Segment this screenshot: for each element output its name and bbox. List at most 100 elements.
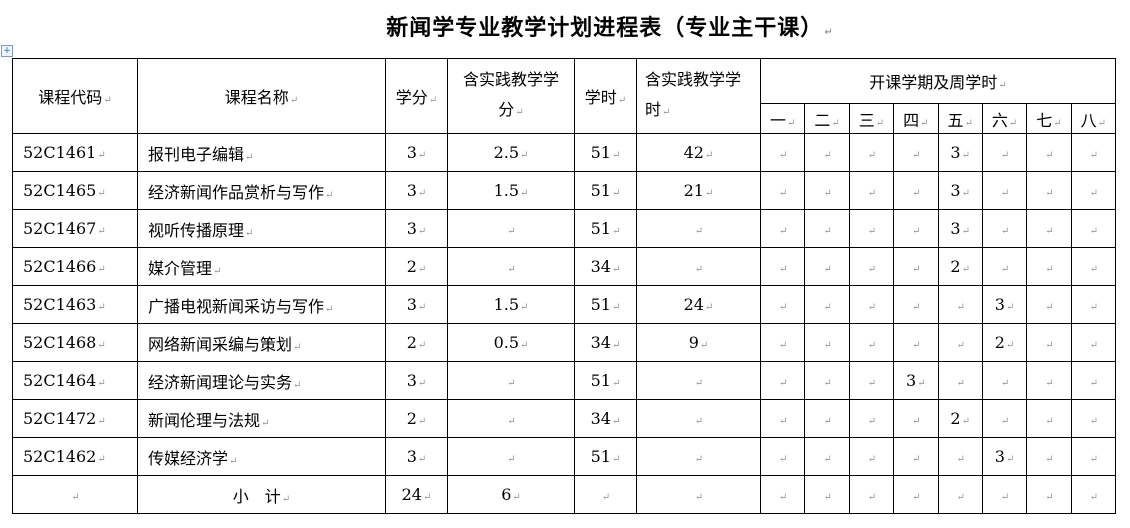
semester-hours-3	[848, 361, 895, 400]
semester-hours-5: 3	[937, 133, 983, 172]
course-code: 52C1464	[12, 361, 138, 400]
teaching-plan-table: 课程代码 课程名称 学分 含实践教学学分 学时 含实践教学学时 开课学期及周学时…	[12, 58, 1117, 514]
semester-hours-3	[848, 323, 895, 362]
practice-credits: 2.5	[447, 133, 575, 172]
semester-hours-3	[848, 133, 895, 172]
semester-hours-8	[1070, 285, 1117, 324]
semester-hours-2	[804, 285, 850, 324]
semester-hours-6	[981, 399, 1028, 438]
course-code: 52C1462	[12, 437, 138, 476]
subtotal-semester-2	[804, 475, 850, 514]
practice-credits	[447, 209, 575, 248]
semester-hours-3	[848, 171, 895, 210]
header-name: 课程名称	[137, 58, 386, 134]
subtotal-semester-3	[848, 475, 895, 514]
course-code: 52C1461	[12, 133, 138, 172]
course-name: 视听传播原理	[137, 209, 386, 248]
semester-hours-3	[848, 285, 895, 324]
practice-credits: 1.5	[447, 285, 575, 324]
hours: 51	[574, 171, 637, 210]
table-row: 52C1467视听传播原理3513	[12, 209, 1117, 248]
course-code: 52C1467	[12, 209, 138, 248]
header-credits: 学分	[385, 58, 448, 134]
header-semester-6: 六	[981, 103, 1028, 134]
semester-hours-4	[893, 209, 939, 248]
hours: 34	[574, 247, 637, 286]
semester-hours-2	[804, 323, 850, 362]
header-semester-group: 开课学期及周学时	[760, 58, 1116, 104]
credits: 2	[385, 323, 448, 362]
practice-hours: 21	[636, 171, 761, 210]
practice-credits: 1.5	[447, 171, 575, 210]
subtotal-hours	[574, 475, 637, 514]
credits: 2	[385, 399, 448, 438]
subtotal-semester-1	[759, 475, 806, 514]
course-code: 52C1463	[12, 285, 138, 324]
document-title: 新闻学专业教学计划进程表（专业主干课）	[0, 10, 1130, 42]
semester-hours-2	[804, 133, 850, 172]
practice-hours	[636, 209, 761, 248]
semester-hours-8	[1070, 323, 1117, 362]
subtotal-semester-5	[937, 475, 983, 514]
hours: 34	[574, 399, 637, 438]
semester-hours-5	[937, 285, 983, 324]
semester-hours-1	[759, 171, 806, 210]
hours: 51	[574, 285, 637, 324]
credits: 2	[385, 247, 448, 286]
semester-hours-3	[848, 247, 895, 286]
semester-hours-4	[893, 437, 939, 476]
course-name: 报刊电子编辑	[137, 133, 386, 172]
course-name: 经济新闻作品赏析与写作	[137, 171, 386, 210]
table-row: 52C1462传媒经济学3513	[12, 437, 1117, 476]
semester-hours-8	[1070, 133, 1117, 172]
subtotal-semester-4	[893, 475, 939, 514]
semester-hours-6	[981, 247, 1028, 286]
header-practice-hours: 含实践教学学时	[636, 58, 761, 134]
subtotal-row: 小 计246	[12, 475, 1117, 514]
practice-credits	[447, 437, 575, 476]
hours: 51	[574, 437, 637, 476]
header-semester-7: 七	[1026, 103, 1072, 134]
table-row: 52C1464经济新闻理论与实务3513	[12, 361, 1117, 400]
semester-hours-5	[937, 323, 983, 362]
semester-hours-8	[1070, 437, 1117, 476]
practice-hours	[636, 361, 761, 400]
semester-hours-2	[804, 437, 850, 476]
semester-hours-1	[759, 209, 806, 248]
semester-hours-7	[1026, 285, 1072, 324]
table-row: 52C1461报刊电子编辑32.551423	[12, 133, 1117, 172]
header-code: 课程代码	[12, 58, 138, 134]
subtotal-practice-hours	[636, 475, 761, 514]
practice-hours	[636, 437, 761, 476]
semester-hours-8	[1070, 247, 1117, 286]
header-practice-credits: 含实践教学学分	[447, 58, 575, 134]
semester-hours-4	[893, 247, 939, 286]
semester-hours-5: 2	[937, 399, 983, 438]
table-row: 52C1465经济新闻作品赏析与写作31.551213	[12, 171, 1117, 210]
semester-hours-5	[937, 361, 983, 400]
semester-hours-7	[1026, 437, 1072, 476]
header-semester-3: 三	[848, 103, 895, 134]
table-row: 52C1468网络新闻采编与策划20.53492	[12, 323, 1117, 362]
hours: 51	[574, 133, 637, 172]
course-code: 52C1472	[12, 399, 138, 438]
subtotal-semester-6	[981, 475, 1028, 514]
semester-hours-6	[981, 209, 1028, 248]
subtotal-semester-7	[1026, 475, 1072, 514]
semester-hours-2	[804, 171, 850, 210]
semester-hours-4	[893, 323, 939, 362]
course-name: 媒介管理	[137, 247, 386, 286]
practice-hours: 42	[636, 133, 761, 172]
semester-hours-6: 2	[981, 323, 1028, 362]
semester-hours-1	[759, 361, 806, 400]
table-row: 52C1472新闻伦理与法规2342	[12, 399, 1117, 438]
semester-hours-7	[1026, 133, 1072, 172]
practice-credits	[447, 399, 575, 438]
table-move-handle-icon[interactable]: +	[1, 45, 13, 57]
course-code: 52C1466	[12, 247, 138, 286]
semester-hours-7	[1026, 399, 1072, 438]
course-name: 传媒经济学	[137, 437, 386, 476]
header-row: 课程代码 课程名称 学分 含实践教学学分 学时 含实践教学学时 开课学期及周学时	[12, 58, 1116, 134]
subtotal-credits: 24	[385, 475, 448, 514]
semester-hours-7	[1026, 361, 1072, 400]
